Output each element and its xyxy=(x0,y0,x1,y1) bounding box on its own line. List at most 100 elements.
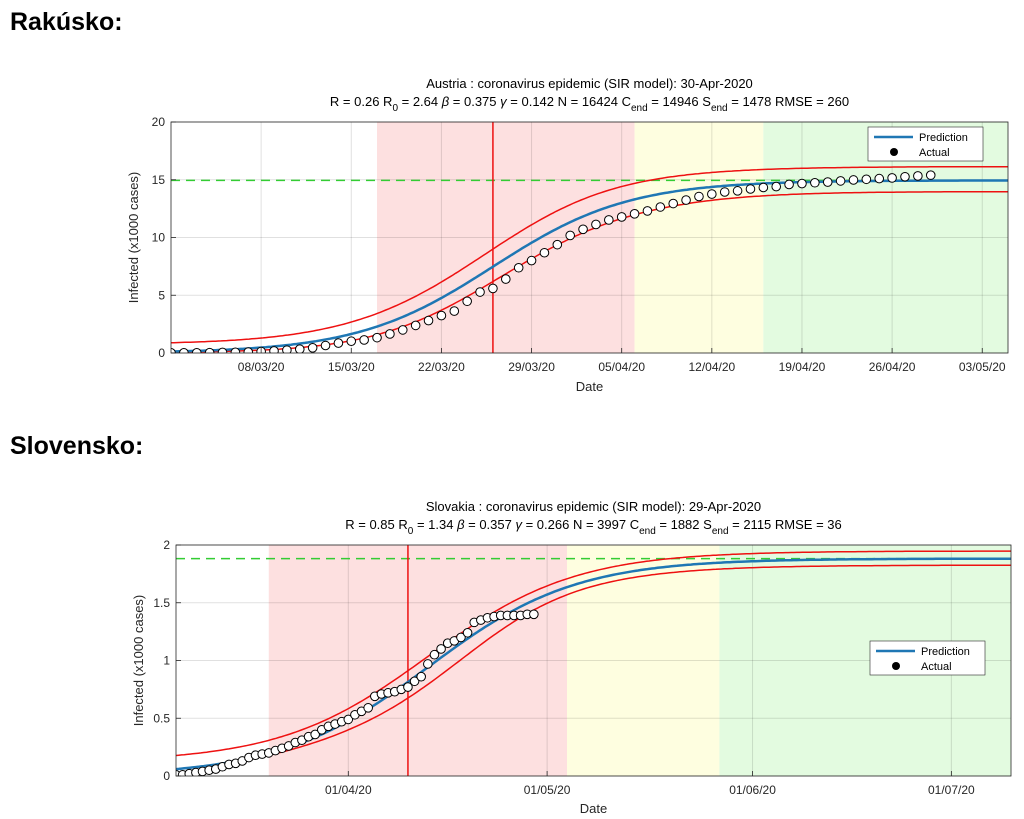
y-tick-label: 5 xyxy=(158,288,165,302)
actual-point xyxy=(310,729,320,740)
actual-point xyxy=(410,320,421,331)
y-tick-label: 1 xyxy=(163,654,170,668)
actual-point xyxy=(887,173,897,183)
phase-zone xyxy=(377,122,635,353)
actual-point xyxy=(578,224,588,235)
actual-point xyxy=(488,283,498,294)
actual-point xyxy=(449,306,460,316)
actual-point xyxy=(797,178,807,189)
actual-point xyxy=(758,182,769,193)
actual-point xyxy=(475,287,485,297)
actual-point xyxy=(462,296,472,307)
x-tick-label: 05/04/20 xyxy=(598,360,645,374)
actual-point xyxy=(552,239,563,250)
x-tick-label: 12/04/20 xyxy=(688,360,735,374)
actual-point xyxy=(526,255,537,266)
y-axis-label: Infected (x1000 cases) xyxy=(126,172,141,304)
actual-point xyxy=(343,714,354,725)
upper-bound-curve xyxy=(176,550,1011,757)
phase-zone xyxy=(566,545,720,776)
austria-sir-chart: 08/03/20 15/03/20 22/03/20 29/03/20 05/04/20… xyxy=(126,76,1009,394)
actual-point xyxy=(294,344,305,353)
y-tick-label: 2 xyxy=(163,538,170,552)
y-tick-label: 20 xyxy=(152,115,166,129)
actual-point xyxy=(416,671,426,682)
actual-point xyxy=(269,346,279,353)
x-tick-label: 15/03/20 xyxy=(328,360,375,374)
chart-parameters: R = 0.26 R0 = 2.64 β = 0.375 γ = 0.142 N… xyxy=(330,94,849,114)
actual-point xyxy=(436,644,446,654)
actual-point xyxy=(409,676,420,687)
upper-bound-curve xyxy=(171,165,1008,344)
actual-point xyxy=(436,310,447,321)
actual-point xyxy=(604,215,614,225)
actual-point xyxy=(642,206,653,216)
country-heading-slovakia: Slovensko: xyxy=(10,432,144,460)
legend-box xyxy=(867,126,984,162)
y-tick-label: 10 xyxy=(152,231,166,245)
actual-point xyxy=(230,347,241,353)
y-tick-label: 0 xyxy=(158,346,165,360)
actual-point xyxy=(591,219,601,230)
actual-point xyxy=(320,340,331,351)
actual-point xyxy=(913,171,923,181)
actual-point xyxy=(456,632,466,643)
actual-point xyxy=(874,173,885,184)
actual-point xyxy=(307,343,318,353)
actual-point xyxy=(732,186,743,196)
actual-point xyxy=(668,198,679,209)
country-heading-austria: Rakúsko: xyxy=(10,8,123,36)
actual-point xyxy=(243,347,254,353)
chart-title: Austria : coronavirus epidemic (SIR mode… xyxy=(426,76,753,91)
actual-point xyxy=(397,325,408,335)
actual-point xyxy=(363,703,373,713)
actual-point xyxy=(719,187,730,197)
actual-point xyxy=(539,247,550,258)
actual-point xyxy=(861,174,872,185)
actual-point xyxy=(333,338,344,348)
actual-point xyxy=(835,176,846,186)
x-tick-label: 22/03/20 xyxy=(418,360,465,374)
actual-point xyxy=(565,230,575,241)
x-tick-label: 26/04/20 xyxy=(869,360,916,374)
actual-point xyxy=(745,184,756,194)
x-tick-label: 03/05/20 xyxy=(959,360,1006,374)
actual-point xyxy=(346,336,357,347)
legend-label: Actual xyxy=(919,147,950,159)
actual-point xyxy=(707,189,717,199)
actual-point xyxy=(771,181,782,192)
actual-point xyxy=(900,171,910,182)
actual-point xyxy=(372,332,382,343)
x-tick-label: 01/06/20 xyxy=(729,783,776,797)
legend-label: Actual xyxy=(921,661,952,673)
legend-label: Prediction xyxy=(921,646,970,658)
legend-actual-marker xyxy=(890,148,898,156)
actual-point xyxy=(423,659,433,669)
x-tick-label: 19/04/20 xyxy=(779,360,826,374)
x-tick-label: 01/07/20 xyxy=(928,783,975,797)
actual-point xyxy=(359,335,369,345)
actual-point xyxy=(616,212,627,222)
lower-bound-curve xyxy=(176,564,1011,771)
actual-point xyxy=(810,177,820,188)
x-tick-label: 08/03/20 xyxy=(238,360,285,374)
actual-point xyxy=(501,274,511,284)
actual-point xyxy=(681,195,691,205)
chart-parameters: R = 0.85 R0 = 1.34 β = 0.357 γ = 0.266 N… xyxy=(345,517,842,537)
actual-point xyxy=(513,262,524,273)
legend-label: Prediction xyxy=(919,132,968,144)
phase-zone xyxy=(634,122,764,353)
actual-point xyxy=(822,177,833,187)
actual-point xyxy=(403,682,413,692)
legend-box xyxy=(869,640,986,676)
actual-point xyxy=(282,345,292,353)
x-axis-label: Date xyxy=(576,379,603,394)
x-tick-label: 01/05/20 xyxy=(524,783,571,797)
legend-actual-marker xyxy=(892,662,900,670)
actual-point xyxy=(629,209,640,219)
actual-point xyxy=(217,347,228,353)
slovakia-sir-chart: 01/04/20 01/05/20 01/06/20 01/07/20 0 0.5 1 1.5… xyxy=(131,499,1012,816)
actual-point xyxy=(694,191,704,202)
actual-point xyxy=(462,627,473,638)
actual-point xyxy=(655,202,666,212)
